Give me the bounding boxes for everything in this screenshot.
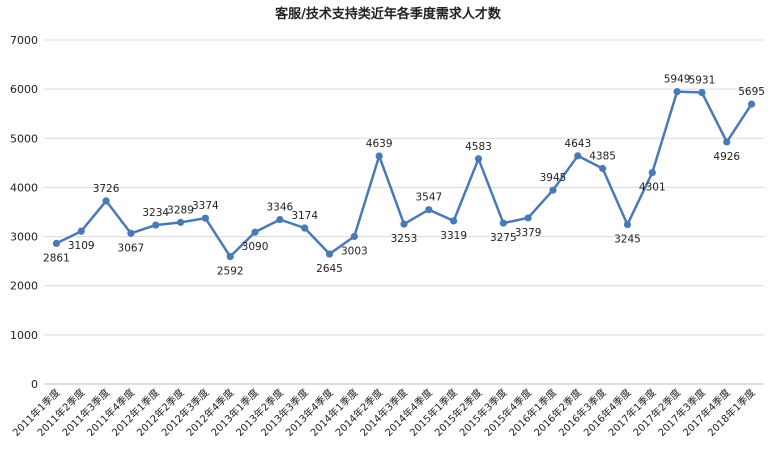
data-point [673,88,681,96]
data-label: 3109 [68,240,95,252]
data-point [747,100,756,108]
data-label: 2645 [316,263,343,275]
data-point [176,218,185,226]
data-label: 3174 [291,210,318,222]
series-line-layer [55,90,753,258]
data-point [102,197,110,205]
data-point [450,217,458,225]
data-point [226,253,234,261]
data-point [201,214,209,222]
series-line [55,90,753,258]
data-point [350,232,358,241]
data-label: 3547 [415,192,442,204]
data-label: 4643 [564,138,591,150]
data-point [549,186,557,194]
data-point [301,224,309,232]
data-label: 3003 [341,245,368,257]
data-label: 5695 [738,86,765,98]
y-tick-label: 0 [31,378,38,391]
data-label: 4583 [465,141,492,153]
data-label: 3379 [515,227,542,239]
data-point [623,220,632,229]
data-point [574,152,582,160]
data-label: 3346 [266,202,293,214]
data-label: 3253 [391,233,418,245]
data-point [524,214,532,222]
y-tick-label: 1000 [10,329,38,342]
data-label: 3289 [167,204,194,216]
y-tick-label: 5000 [10,132,38,145]
y-tick-label: 2000 [10,280,38,293]
data-point [400,220,408,228]
y-axis-ticks: 0 1000 2000 3000 4000 5000 6000 7000 [10,34,38,391]
data-point [127,229,135,237]
data-label: 3275 [490,232,517,244]
data-label: 3319 [440,230,467,242]
data-point [474,155,483,163]
data-label: 4301 [639,182,666,194]
data-points [52,88,756,261]
data-label: 2592 [217,266,244,278]
data-label: 3374 [192,200,219,212]
data-point [425,206,433,214]
data-label: 3945 [540,172,567,184]
y-tick-label: 3000 [10,231,38,244]
data-label: 3067 [118,242,145,254]
data-label: 3245 [614,234,641,246]
data-point [325,250,334,258]
data-point [698,88,706,97]
data-point [723,138,731,146]
data-point [251,228,259,236]
data-label: 4385 [589,151,616,163]
data-point [52,239,61,248]
data-label: 5949 [664,74,691,86]
data-label: 3726 [93,183,120,195]
data-point [599,164,607,173]
data-point [152,221,160,229]
data-label: 4639 [366,138,393,150]
data-point [499,219,507,227]
data-point [648,169,656,177]
chart-title: 客服/技术支持类近年各季度需求人才数 [275,6,502,22]
y-tick-label: 4000 [10,181,38,194]
gridlines [44,39,764,385]
x-axis-ticks: 2011年1季度2011年2季度2011年3季度2011年4季度2012年1季度… [10,386,758,439]
data-label: 3234 [142,207,169,219]
data-point [375,152,383,160]
data-label: 5931 [689,75,716,87]
data-point [276,215,284,224]
y-tick-label: 6000 [10,83,38,96]
data-point [77,227,85,235]
y-tick-label: 7000 [10,34,38,47]
data-label: 2861 [43,252,70,264]
data-label: 3090 [242,241,269,253]
data-label: 4926 [713,151,740,163]
